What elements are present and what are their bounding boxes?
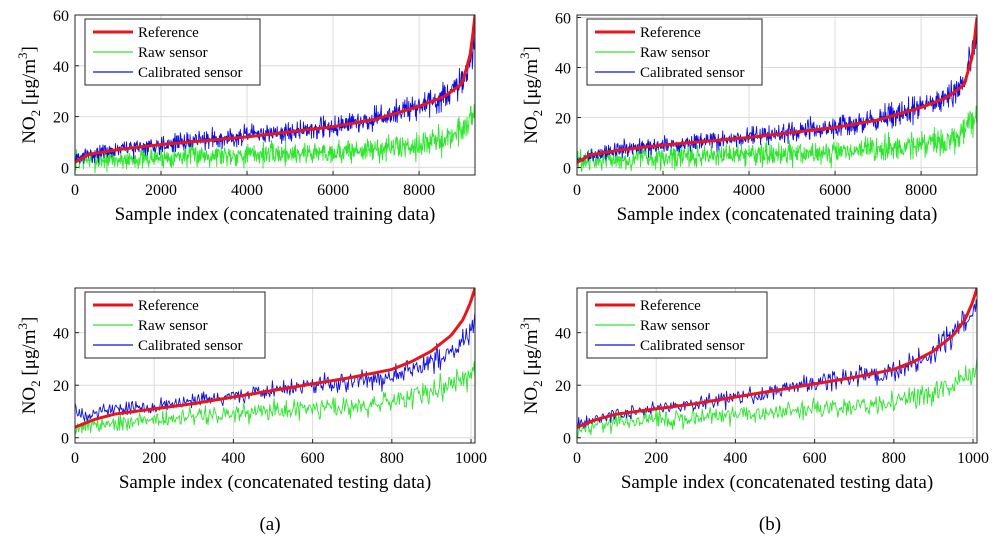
x-tick-label: 600	[301, 450, 325, 467]
legend-label: Reference	[138, 298, 199, 314]
x-tick-label: 0	[573, 182, 581, 199]
legend-label: Raw sensor	[640, 318, 710, 334]
x-tick-label: 1000	[957, 450, 989, 467]
series-line-raw-sensor	[75, 104, 475, 174]
x-tick-label: 0	[71, 450, 79, 467]
axes-frame	[576, 287, 978, 444]
chart-panel: 0 200 400 600 800 1000 0 20 40 Sample index (conc…	[517, 287, 989, 493]
x-tick-label: 6000	[819, 182, 851, 199]
axes-frame	[576, 14, 978, 176]
x-tick-label: 400	[723, 450, 747, 467]
y-axis-label: NO2 [μg/m3]	[517, 46, 545, 144]
x-tick-label: 800	[380, 450, 404, 467]
chart-panel: 0 2000 4000 6000 8000 0 20 40 60 Sample index (co…	[517, 11, 978, 225]
legend-label: Reference	[640, 25, 701, 41]
y-tick-label: 0	[61, 431, 69, 448]
y-axis-label: NO2 [μg/m3]	[15, 46, 43, 144]
x-tick-label: 2000	[647, 182, 679, 199]
y-tick-label: 40	[53, 326, 69, 343]
y-tick-label: 60	[555, 11, 571, 28]
series-line-reference	[577, 288, 977, 429]
y-tick-label: 0	[563, 161, 571, 178]
series-line-raw-sensor	[577, 105, 977, 172]
legend-label: Calibrated sensor	[138, 338, 243, 354]
legend-label: Calibrated sensor	[138, 65, 243, 81]
x-tick-label: 8000	[905, 182, 937, 199]
panel-label-b: (b)	[759, 514, 781, 535]
series-line-raw-sensor	[75, 361, 475, 434]
legend-label: Raw sensor	[138, 45, 208, 61]
legend-label: Reference	[640, 298, 701, 314]
x-axis-label: Sample index (concatenated testing data)	[621, 472, 933, 493]
y-tick-label: 20	[555, 111, 571, 128]
x-tick-label: 6000	[317, 182, 349, 199]
x-tick-label: 0	[573, 450, 581, 467]
y-tick-label: 60	[53, 8, 69, 25]
legend-label: Calibrated sensor	[640, 65, 745, 81]
x-tick-label: 2000	[145, 182, 177, 199]
x-tick-label: 8000	[403, 182, 435, 199]
series-line-reference	[75, 288, 475, 429]
chart-panel: 0 2000 4000 6000 8000 0 20 40 60 Sample index (co…	[15, 8, 476, 225]
legend-label: Reference	[138, 25, 199, 41]
y-tick-label: 20	[53, 378, 69, 395]
axes-frame	[74, 14, 476, 176]
y-tick-label: 40	[555, 326, 571, 343]
axes-frame	[74, 287, 476, 444]
x-tick-label: 4000	[231, 182, 263, 199]
y-axis-label: NO2 [μg/m3]	[15, 317, 43, 415]
legend-label: Raw sensor	[640, 45, 710, 61]
y-tick-label: 20	[53, 110, 69, 127]
x-tick-label: 4000	[733, 182, 765, 199]
x-tick-label: 400	[221, 450, 245, 467]
y-tick-label: 40	[53, 59, 69, 76]
y-tick-label: 20	[555, 378, 571, 395]
legend-label: Calibrated sensor	[640, 338, 745, 354]
x-tick-label: 600	[803, 450, 827, 467]
x-tick-label: 200	[644, 450, 668, 467]
y-tick-label: 0	[61, 160, 69, 177]
x-tick-label: 800	[882, 450, 906, 467]
y-tick-label: 40	[555, 61, 571, 78]
panel-label-a: (a)	[259, 514, 280, 535]
x-tick-label: 200	[142, 450, 166, 467]
series-line-reference	[577, 17, 977, 164]
series-line-reference	[75, 15, 475, 164]
y-tick-label: 0	[563, 431, 571, 448]
y-axis-label: NO2 [μg/m3]	[517, 317, 545, 415]
x-tick-label: 1000	[455, 450, 487, 467]
x-tick-label: 0	[71, 182, 79, 199]
x-axis-label: Sample index (concatenated training data…	[617, 204, 938, 225]
legend-label: Raw sensor	[138, 318, 208, 334]
x-axis-label: Sample index (concatenated training data…	[115, 204, 436, 225]
x-axis-label: Sample index (concatenated testing data)	[119, 472, 431, 493]
chart-panel: 0 200 400 600 800 1000 0 20 40 Sample index (conc…	[15, 287, 487, 493]
